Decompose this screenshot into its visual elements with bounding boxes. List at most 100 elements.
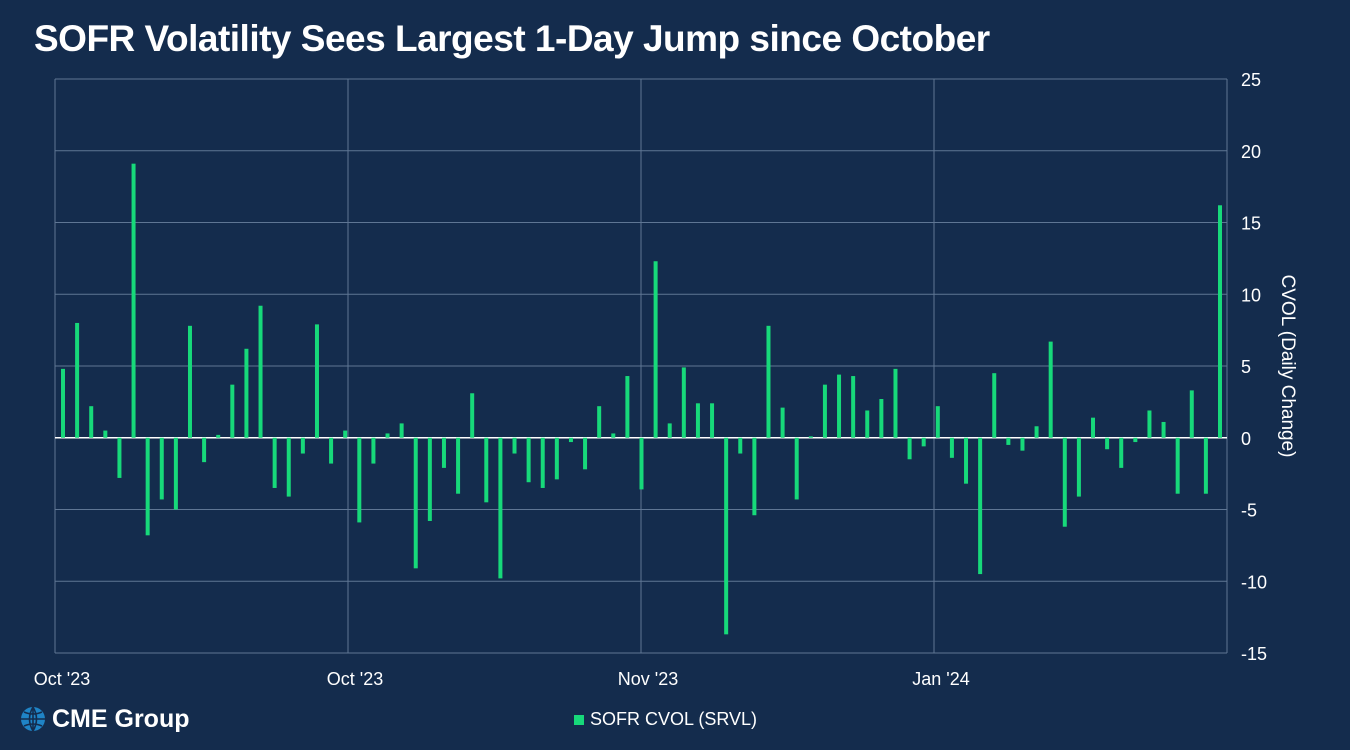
bar <box>681 367 686 438</box>
bar <box>780 407 785 438</box>
bar <box>1175 437 1180 494</box>
y-tick-label: 15 <box>1241 214 1261 234</box>
y-tick-label: 5 <box>1241 357 1251 377</box>
bar <box>710 403 715 438</box>
bar <box>300 437 305 454</box>
bar <box>625 376 630 438</box>
cme-group-logo: CME Group <box>18 704 190 734</box>
bar <box>371 437 376 464</box>
bar <box>1105 437 1110 450</box>
bar <box>540 437 545 488</box>
bar <box>526 437 531 483</box>
bar <box>808 436 813 438</box>
bar <box>216 434 221 438</box>
bar <box>837 374 842 438</box>
bars <box>61 163 1222 635</box>
y-tick-label: 10 <box>1241 285 1261 305</box>
bar <box>822 384 827 438</box>
bar <box>61 368 65 438</box>
bar <box>1006 437 1011 445</box>
legend: SOFR CVOL (SRVL) <box>574 709 757 730</box>
bar <box>639 437 644 490</box>
bar <box>554 437 559 480</box>
y-tick-label: -5 <box>1241 501 1257 521</box>
y-tick-label: 20 <box>1241 142 1261 162</box>
bar <box>470 393 475 438</box>
bar <box>314 324 319 438</box>
bar <box>1119 437 1124 468</box>
bar <box>752 437 757 516</box>
bar <box>964 437 969 484</box>
x-tick-label: Nov '23 <box>618 669 678 689</box>
bar <box>498 437 503 579</box>
bar <box>921 437 926 447</box>
x-tick-label: Oct '23 <box>34 669 90 689</box>
bar <box>399 423 404 438</box>
bar <box>978 437 983 575</box>
bar <box>949 437 954 458</box>
x-tick-label: Jan '24 <box>912 669 969 689</box>
bar <box>258 305 263 438</box>
bar <box>1034 426 1039 438</box>
bar <box>1091 417 1096 438</box>
globe-icon <box>21 706 45 732</box>
bar <box>1147 410 1152 438</box>
bar <box>173 437 178 510</box>
bar <box>187 325 192 438</box>
bar <box>159 437 164 500</box>
bar <box>343 430 348 438</box>
bar <box>667 423 672 438</box>
bar <box>413 437 418 569</box>
chart-title: SOFR Volatility Sees Largest 1-Day Jump … <box>34 18 990 59</box>
y-tick-label: 25 <box>1241 70 1261 90</box>
bar <box>695 403 700 438</box>
y-axis-label: CVOL (Daily Change) <box>1277 274 1298 457</box>
bar <box>329 437 334 464</box>
bar <box>794 437 799 500</box>
bar <box>89 406 94 438</box>
bar <box>456 437 461 494</box>
x-axis-ticks: Oct '23 Oct '23 Nov '23 Jan '24 <box>34 669 970 689</box>
bar <box>1161 421 1166 438</box>
bar <box>103 430 108 438</box>
bar <box>597 406 602 438</box>
bar <box>611 433 616 438</box>
legend-label: SOFR CVOL (SRVL) <box>590 709 758 729</box>
bar <box>1133 437 1138 443</box>
bar <box>1189 390 1194 438</box>
bar <box>272 437 277 488</box>
bar <box>1020 437 1025 451</box>
bar <box>653 261 658 438</box>
bar <box>512 437 517 454</box>
bar <box>1218 205 1222 438</box>
y-tick-label: -15 <box>1241 644 1267 664</box>
bar <box>992 373 997 438</box>
bar <box>131 163 136 438</box>
bar <box>244 348 249 438</box>
y-tick-label: 0 <box>1241 429 1251 449</box>
bar <box>441 437 446 468</box>
y-axis-ticks: 25 20 15 10 5 0 -5 -10 -15 <box>1241 70 1267 664</box>
bar <box>738 437 743 454</box>
bar <box>865 410 870 438</box>
bar <box>893 368 898 438</box>
legend-swatch <box>574 714 584 725</box>
bar <box>1203 437 1208 494</box>
bar <box>117 437 122 478</box>
bar <box>484 437 489 503</box>
bar <box>583 437 588 470</box>
logo-text: CME Group <box>52 704 190 733</box>
bar <box>202 437 207 463</box>
bar <box>568 437 573 443</box>
bar <box>851 376 856 438</box>
y-tick-label: -10 <box>1241 572 1267 592</box>
bar <box>357 437 362 523</box>
bar <box>427 437 432 521</box>
bar <box>907 437 912 460</box>
bar <box>286 437 291 497</box>
bar <box>75 322 80 438</box>
bar <box>1062 437 1067 527</box>
bar <box>724 437 729 635</box>
bar <box>935 406 940 438</box>
